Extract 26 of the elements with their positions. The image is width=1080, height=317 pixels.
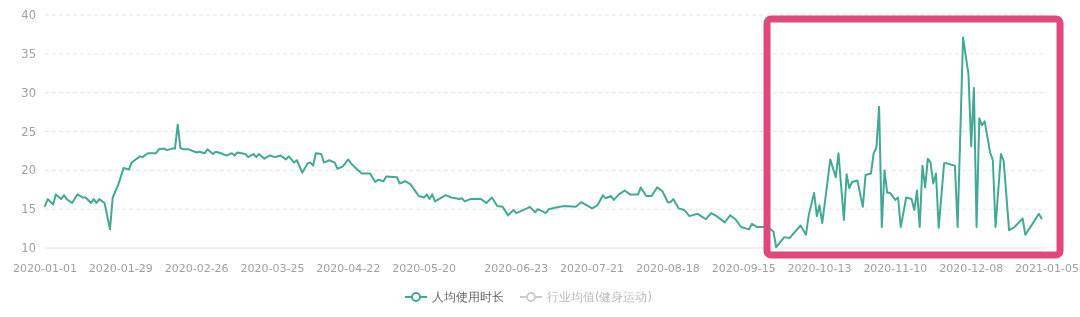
x-tick-label: 2020-04-22 — [316, 262, 381, 275]
x-tick-label: 2020-08-18 — [635, 262, 700, 275]
x-tick-label: 2021-01-05 — [1015, 262, 1079, 275]
x-tick-label: 2020-12-08 — [939, 262, 1004, 275]
legend-label: 人均使用时长 — [432, 290, 504, 304]
y-tick-label: 15 — [21, 202, 36, 217]
y-tick-label: 35 — [21, 46, 36, 61]
y-tick-label: 25 — [21, 124, 36, 139]
y-tick-label: 30 — [21, 85, 36, 100]
x-tick-label: 2020-05-20 — [392, 262, 457, 275]
line-series — [44, 36, 1043, 249]
x-tick-label: 2020-06-23 — [484, 262, 549, 275]
legend-item: 人均使用时长 — [404, 290, 504, 304]
x-tick-label: 2020-09-15 — [711, 262, 776, 275]
x-tick-label: 2020-07-21 — [560, 262, 625, 275]
x-tick-label: 2020-01-01 — [13, 262, 77, 275]
y-tick-label: 40 — [21, 8, 36, 22]
legend-label: 行业均值(健身运动) — [547, 290, 652, 304]
x-tick-label: 2020-11-10 — [863, 262, 928, 275]
y-tick-label: 10 — [21, 241, 36, 255]
legend-item: 行业均值(健身运动) — [519, 290, 652, 304]
x-tick-label: 2020-02-26 — [164, 262, 229, 275]
x-tick-label: 2020-10-13 — [787, 262, 852, 275]
x-tick-label: 2020-01-29 — [88, 262, 153, 275]
x-tick-label: 2020-03-25 — [240, 262, 305, 275]
y-tick-label: 20 — [21, 163, 36, 178]
